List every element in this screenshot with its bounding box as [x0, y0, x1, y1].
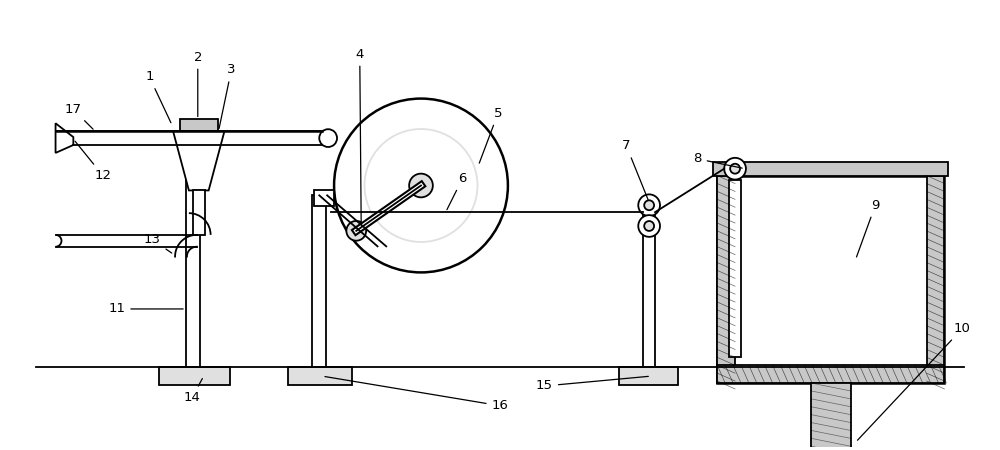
Text: 2: 2	[194, 50, 202, 117]
Bar	[288, 367, 352, 385]
Circle shape	[346, 221, 366, 241]
Bar	[159, 367, 230, 385]
Bar	[717, 176, 944, 383]
Text: 5: 5	[479, 107, 502, 163]
Bar	[193, 190, 205, 235]
Bar	[180, 119, 218, 131]
Bar	[729, 180, 741, 357]
Text: 11: 11	[108, 302, 183, 315]
Text: 16: 16	[325, 377, 508, 412]
Bar	[811, 383, 851, 450]
Bar	[713, 162, 948, 176]
Text: 6: 6	[447, 172, 467, 210]
Circle shape	[638, 215, 660, 237]
Bar	[643, 210, 655, 367]
Bar	[927, 176, 944, 383]
Circle shape	[364, 129, 477, 242]
Text: 10: 10	[857, 322, 971, 440]
Text: 7: 7	[622, 140, 648, 200]
Circle shape	[724, 158, 746, 180]
Bar	[619, 367, 678, 385]
Circle shape	[730, 164, 740, 174]
Text: 8: 8	[693, 153, 742, 168]
Text: 3: 3	[219, 63, 236, 128]
Circle shape	[638, 194, 660, 216]
Text: 4: 4	[356, 48, 364, 223]
Text: 14: 14	[183, 378, 202, 405]
Text: 13: 13	[144, 233, 172, 253]
Bar	[314, 190, 334, 206]
Bar	[717, 176, 735, 383]
Circle shape	[644, 200, 654, 210]
Circle shape	[319, 129, 337, 147]
Polygon shape	[173, 131, 224, 190]
Circle shape	[644, 221, 654, 231]
Text: 12: 12	[75, 141, 111, 182]
Bar	[717, 365, 944, 383]
Text: 9: 9	[857, 199, 879, 257]
Bar	[186, 131, 200, 367]
Circle shape	[409, 174, 433, 198]
Text: 15: 15	[536, 376, 648, 392]
Text: 1: 1	[145, 70, 171, 123]
Circle shape	[334, 99, 508, 272]
Bar	[312, 195, 326, 367]
Polygon shape	[56, 123, 73, 153]
Text: 17: 17	[65, 103, 93, 129]
